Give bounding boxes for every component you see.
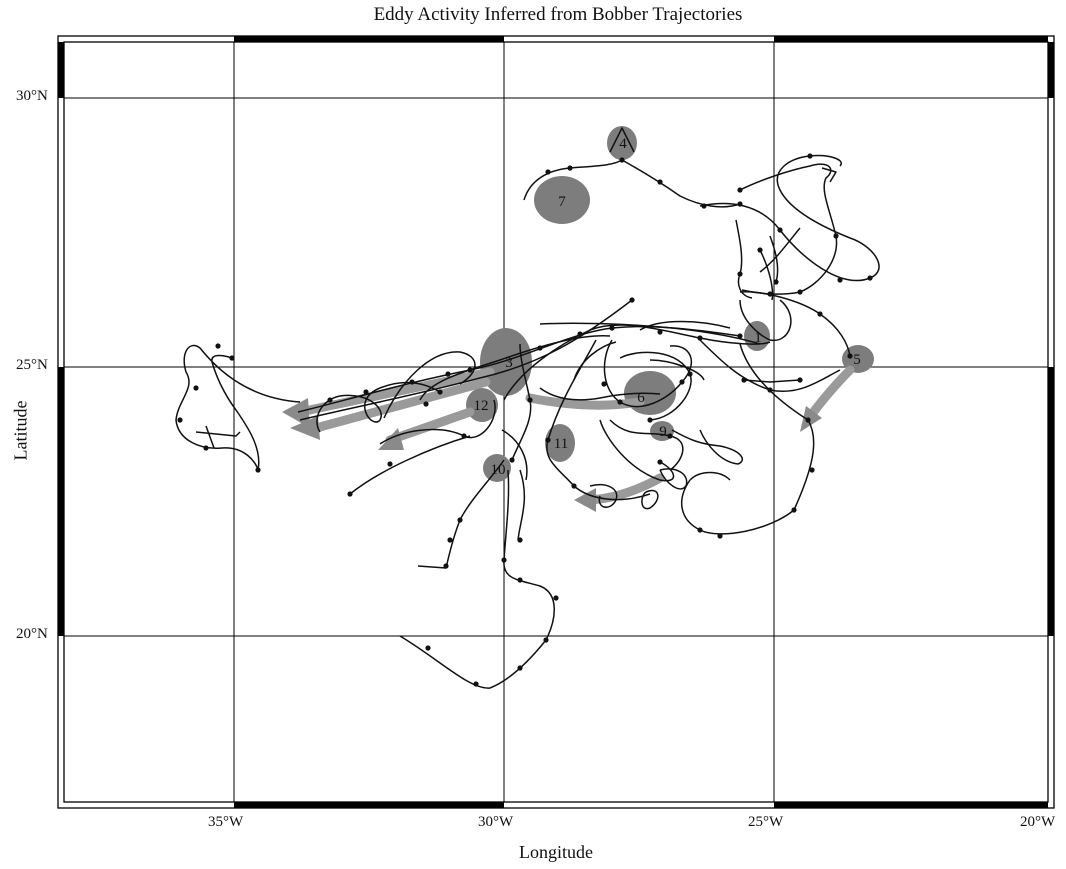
x-tick-20w: 20°W	[1020, 814, 1056, 830]
eddy-label-1: 1	[754, 330, 762, 346]
arrow-heads	[282, 398, 822, 512]
graticule	[64, 42, 1048, 802]
trajectory-fixes	[177, 153, 873, 687]
eddy-region-7	[534, 176, 590, 224]
propagation-arrows	[295, 365, 855, 505]
map-frame	[57, 35, 1055, 809]
eddy-label-7: 7	[558, 194, 566, 210]
y-tick-30n: 30°N	[16, 88, 48, 104]
eddy-region-11	[545, 424, 575, 462]
eddy-regions	[466, 126, 874, 482]
x-axis-label: Longitude	[519, 842, 593, 862]
eddy-label-5: 5	[853, 352, 861, 368]
eddy-label-12: 12	[474, 398, 489, 414]
eddy-label-3: 3	[505, 355, 513, 371]
y-tick-25n: 25°N	[16, 357, 48, 373]
eddy-label-6: 6	[637, 390, 645, 406]
y-tick-20n: 20°N	[16, 626, 48, 642]
eddy-label-9: 9	[659, 424, 667, 440]
eddy-label-10: 10	[491, 462, 506, 478]
frame-scale-bars	[58, 36, 1054, 808]
eddy-label-11: 11	[554, 436, 568, 452]
eddy-label-4: 4	[619, 136, 627, 152]
eddy-region-4	[607, 126, 637, 160]
x-tick-25w: 25°W	[748, 814, 784, 830]
x-tick-35w: 35°W	[208, 814, 244, 830]
eddy-labels: 7 4 3 12 10 11 6 9 1 5	[474, 136, 861, 478]
map-title: Eddy Activity Inferred from Bobber Traje…	[373, 4, 743, 25]
x-tick-30w: 30°W	[478, 814, 514, 830]
